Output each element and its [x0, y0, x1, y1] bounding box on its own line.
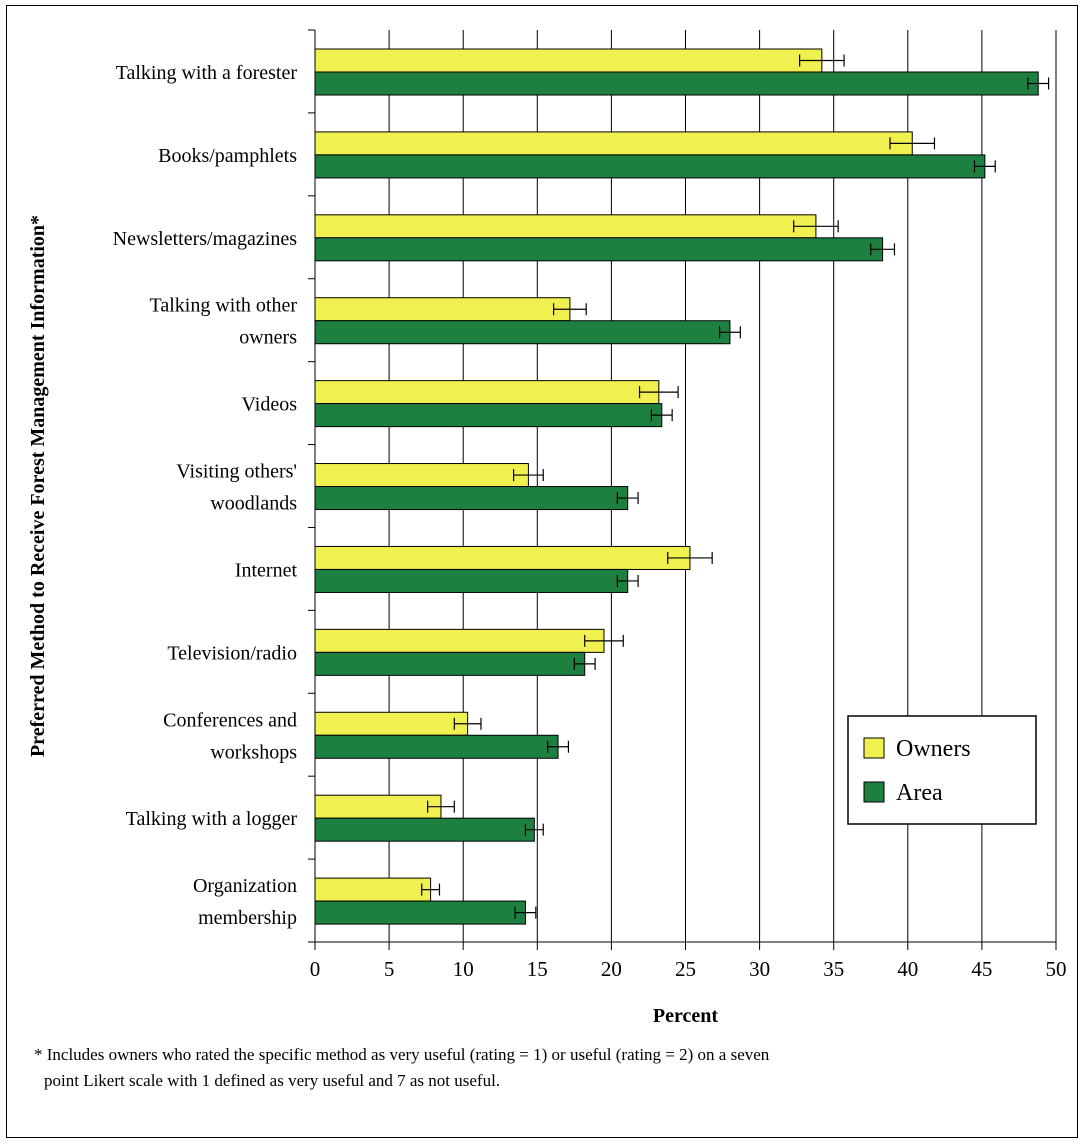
error-bar-owners-8	[453, 717, 482, 730]
x-tick-label-40: 40	[897, 957, 918, 981]
x-tick-label-20: 20	[601, 957, 622, 981]
category-label-10-1: membership	[198, 907, 297, 929]
footnote: * Includes owners who rated the specific…	[34, 1042, 1044, 1094]
error-bar-area-5	[616, 492, 639, 505]
bar-owners-8	[314, 711, 469, 736]
category-label-3-1: owners	[239, 327, 297, 349]
x-tick-labels: 0 5 10 15 20 25 30 35 40 45 50	[310, 957, 1067, 981]
error-bar-owners-4	[638, 386, 679, 399]
legend-box	[847, 715, 1037, 825]
bar-owners-2	[314, 214, 817, 239]
error-bar-owners-7	[584, 634, 624, 647]
error-bar-owners-10	[421, 883, 441, 896]
error-bar-area-4	[650, 409, 673, 422]
category-label-1: Books/pamphlets	[158, 145, 297, 167]
bar-area-2	[314, 237, 884, 262]
category-label-0: Talking with a forester	[116, 62, 298, 84]
x-tick-label-5: 5	[384, 957, 395, 981]
bar-owners-6	[314, 545, 691, 570]
bar-owners-1	[314, 131, 913, 156]
error-bar-area-0	[1027, 77, 1050, 90]
axes	[308, 29, 1057, 950]
error-bar-owners-0	[799, 54, 845, 67]
bar-owners-4	[314, 380, 660, 405]
category-label-5-1: woodlands	[210, 493, 297, 515]
category-label-7: Television/radio	[167, 642, 297, 664]
legend-swatch-area	[863, 781, 885, 803]
chart-frame	[6, 5, 1078, 1138]
error-bar-area-6	[616, 574, 639, 587]
bar-chart: Talking with a forester Books/pamphlets Ne…	[27, 29, 1067, 1027]
x-tick-label-0: 0	[310, 957, 321, 981]
y-axis-title: Preferred Method to Receive Forest Manag…	[27, 215, 49, 757]
category-labels: Talking with a forester Books/pamphlets Ne…	[113, 62, 298, 929]
bar-area-4	[314, 403, 663, 428]
bar-owners-10	[314, 877, 432, 902]
bar-area-9	[314, 817, 535, 842]
bar-owners-3	[314, 297, 571, 322]
error-bar-area-9	[524, 823, 544, 836]
category-label-3-0: Talking with other	[150, 295, 298, 317]
bar-owners-9	[314, 794, 442, 819]
bar-owners-0	[314, 48, 823, 73]
error-bar-area-8	[547, 740, 570, 753]
error-bar-owners-3	[553, 303, 587, 316]
bar-owners-7	[314, 628, 605, 653]
bar-area-1	[314, 154, 986, 179]
legend: Owners Area	[847, 715, 1037, 825]
error-bar-owners-2	[793, 220, 839, 233]
category-label-5-0: Visiting others'	[176, 461, 297, 483]
bar-area-3	[314, 320, 731, 345]
category-label-10-0: Organization	[193, 875, 297, 897]
category-label-9: Talking with a logger	[126, 808, 298, 830]
error-bar-owners-9	[427, 800, 455, 813]
error-bar-area-7	[573, 657, 596, 670]
category-label-8-0: Conferences and	[163, 709, 297, 731]
x-tick-label-30: 30	[749, 957, 770, 981]
category-label-8-1: workshops	[210, 741, 297, 763]
bar-area-10	[314, 900, 526, 925]
error-bar-owners-5	[512, 469, 544, 482]
bar-area-5	[314, 486, 629, 511]
legend-label-area: Area	[896, 780, 943, 806]
x-tick-label-35: 35	[823, 957, 844, 981]
x-tick-label-45: 45	[971, 957, 992, 981]
category-label-4: Videos	[242, 394, 298, 416]
x-axis-title: Percent	[653, 1005, 718, 1027]
legend-swatch-owners	[863, 737, 885, 759]
bar-area-7	[314, 651, 586, 676]
error-bar-owners-6	[667, 551, 713, 564]
category-label-6: Internet	[235, 559, 298, 581]
error-bar-owners-1	[889, 137, 936, 150]
error-bar-area-1	[973, 160, 996, 173]
legend-label-owners: Owners	[896, 736, 971, 762]
footnote-line-2: point Likert scale with 1 defined as ver…	[44, 1071, 501, 1090]
bars	[314, 48, 1050, 925]
x-tick-label-15: 15	[527, 957, 548, 981]
bar-owners-5	[314, 463, 529, 488]
x-tick-label-25: 25	[675, 957, 696, 981]
error-bar-area-10	[514, 906, 537, 919]
footnote-line-1: * Includes owners who rated the specific…	[34, 1045, 770, 1064]
error-bar-area-3	[718, 326, 741, 339]
error-bar-area-2	[870, 243, 896, 256]
category-label-2: Newsletters/magazines	[113, 228, 298, 250]
bar-area-8	[314, 734, 559, 759]
x-tick-label-50: 50	[1046, 957, 1067, 981]
bar-area-0	[314, 71, 1039, 96]
x-tick-label-10: 10	[453, 957, 474, 981]
bar-area-6	[314, 568, 629, 593]
